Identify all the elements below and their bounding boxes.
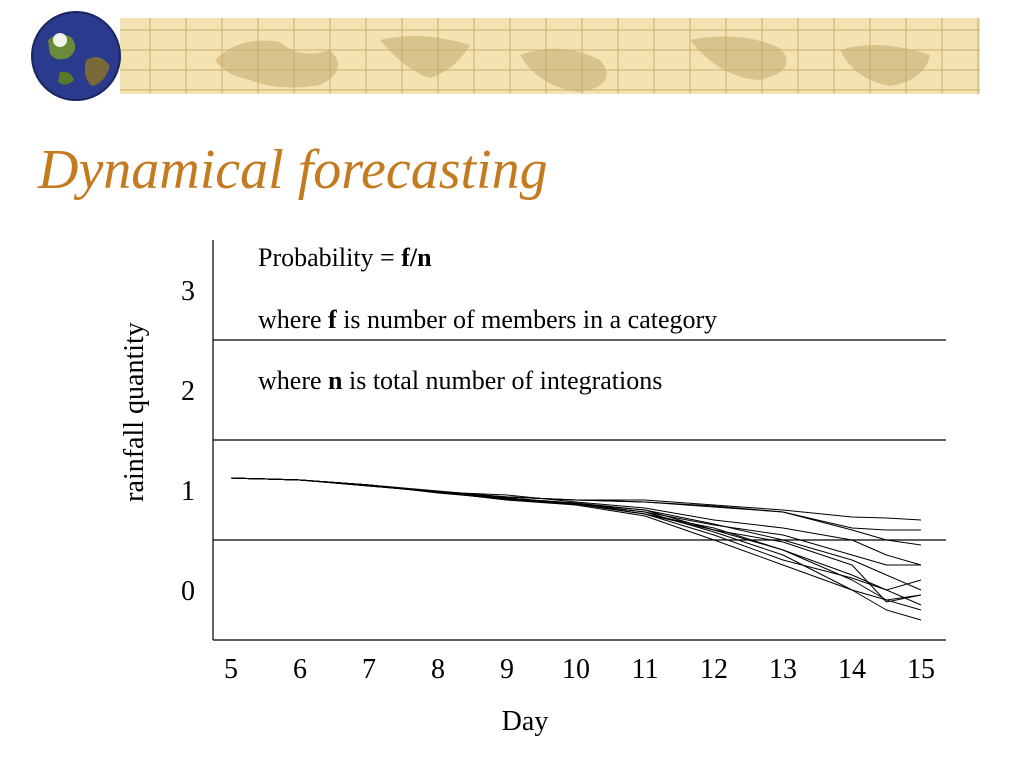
- ensemble-member-line-12: [230, 477, 922, 603]
- x-tick-label: 10: [562, 654, 590, 685]
- x-tick-label: 8: [431, 654, 445, 685]
- x-tick-label: 7: [362, 654, 376, 685]
- x-tick-label: 14: [838, 654, 866, 685]
- y-tick-label: 1: [181, 476, 195, 507]
- definition-n-text: is total number of integrations: [342, 366, 663, 395]
- x-tick-label: 11: [632, 654, 659, 685]
- probability-formula: Probability = f/n: [258, 243, 432, 273]
- y-tick-label: 2: [181, 376, 195, 407]
- x-tick-label: 12: [700, 654, 728, 685]
- definition-f: where f is number of members in a catego…: [258, 305, 717, 335]
- definition-f-text: is number of members in a category: [336, 305, 718, 334]
- y-tick-label: 3: [181, 276, 195, 307]
- ensemble-member-line-11: [230, 477, 922, 591]
- x-tick-label: 15: [907, 654, 935, 685]
- y-axis-label: rainfall quantity: [119, 322, 150, 502]
- definition-n-prefix: where: [258, 366, 329, 395]
- definition-f-prefix: where: [258, 305, 329, 334]
- formula-fn: f/n: [401, 243, 432, 272]
- category-boundaries: [213, 339, 946, 541]
- ensemble-member-line-1: [230, 477, 922, 606]
- ensemble-member-line-8: [230, 477, 922, 521]
- definition-n-symbol: n: [328, 366, 343, 395]
- ensemble-member-line-3: [230, 477, 922, 621]
- y-tick-labels: 0 1 2 3: [181, 276, 195, 607]
- banner-grid-lines: [120, 18, 980, 94]
- ensemble-member-line-4: [230, 477, 922, 601]
- x-tick-label: 6: [293, 654, 307, 685]
- ensemble-series: [230, 477, 922, 621]
- banner: [31, 11, 980, 101]
- x-tick-labels: 5 6 7 8 9 10 11 12 13 14 15: [224, 654, 935, 685]
- banner-world-map: [215, 36, 930, 92]
- x-tick-label: 9: [500, 654, 514, 685]
- slide-title: Dynamical forecasting: [38, 139, 548, 201]
- y-tick-label: 0: [181, 576, 195, 607]
- x-axis-label: Day: [502, 706, 549, 737]
- definition-n: where n is total number of integrations: [258, 366, 662, 396]
- x-tick-label: 13: [769, 654, 797, 685]
- x-tick-label: 5: [224, 654, 238, 685]
- definition-f-symbol: f: [328, 305, 337, 334]
- ensemble-member-line-7: [230, 477, 922, 546]
- globe-icon: [31, 11, 121, 101]
- ensemble-member-line-2: [230, 477, 922, 611]
- formula-prefix: Probability =: [258, 243, 402, 272]
